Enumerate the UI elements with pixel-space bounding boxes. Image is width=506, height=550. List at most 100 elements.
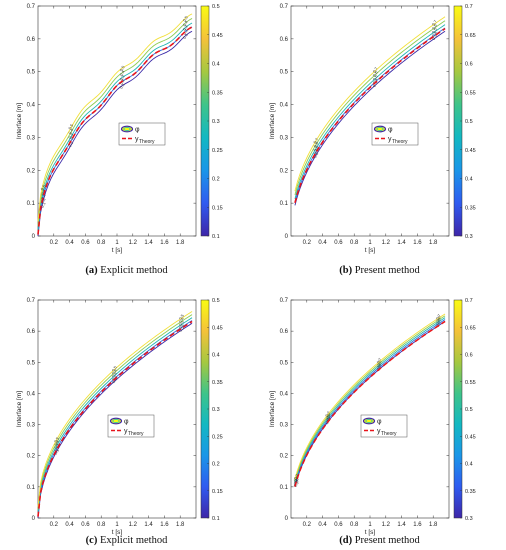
colorbar-tick-label: 0.5 <box>465 119 473 125</box>
legend-phi-label: φ <box>135 127 140 134</box>
contour-label: 0.1 <box>178 325 185 333</box>
x-tick-label: 1.8 <box>176 522 185 528</box>
contour-label: 0.2 <box>111 373 118 381</box>
colorbar-tick-label: 0.35 <box>212 90 223 96</box>
caption-c: (c) Explicit method <box>0 535 253 546</box>
x-tick-label: 0.6 <box>334 522 343 528</box>
legend-theory-label: y <box>135 136 139 143</box>
y-tick-label: 0.3 <box>280 423 289 429</box>
legend: φy Theory <box>371 122 419 146</box>
colorbar-tick-label: 0.5 <box>212 4 220 10</box>
y-axis-label: Interface [m] <box>16 103 23 139</box>
contour-line <box>37 13 193 222</box>
theory-line <box>37 26 193 235</box>
contour-label: 0.5 <box>324 413 331 421</box>
x-tick-label: 0.4 <box>65 240 74 246</box>
legend-phi-swatch-inner <box>365 419 373 423</box>
caption-d-text: Present method <box>352 535 420 546</box>
y-tick-label: 0.7 <box>27 298 36 304</box>
x-tick-label: 0.6 <box>81 522 90 528</box>
contour-line <box>37 22 193 231</box>
contour-label: 0.5 <box>182 14 189 22</box>
contour-label: 0.7 <box>431 18 438 26</box>
contour-label: 0.5 <box>111 364 118 372</box>
y-tick-label: 0.6 <box>280 329 289 335</box>
contour-label: 0.1 <box>53 447 60 455</box>
contour-label: 0.7 <box>312 136 319 144</box>
contour-label: 0.2 <box>178 322 185 330</box>
x-tick-label: 1 <box>368 240 372 246</box>
x-tick-label: 0.8 <box>350 240 359 246</box>
contour-label: 0.5 <box>292 476 299 484</box>
colorbar-tick-label: 0.7 <box>465 4 473 10</box>
x-tick-label: 1 <box>368 522 372 528</box>
legend-theory-label: y <box>377 428 381 435</box>
colorbar-tick-label: 0.25 <box>212 434 223 440</box>
y-axis-label: Interface [m] <box>16 391 23 427</box>
contour-label: 0.4 <box>111 367 118 375</box>
contour-line <box>294 315 446 482</box>
colorbar-tick-label: 0.5 <box>212 298 220 304</box>
x-axis-label: t [s] <box>365 529 376 536</box>
contour-line <box>37 322 193 519</box>
colorbar-tick-label: 0.35 <box>465 489 476 495</box>
y-tick-label: 0.4 <box>27 391 36 397</box>
contour-label: 0.3 <box>371 80 378 88</box>
y-tick-label: 0.3 <box>27 423 36 429</box>
x-tick-label: 1.6 <box>160 522 169 528</box>
x-tick-label: 0.6 <box>81 240 90 246</box>
contour-label: 0.1 <box>67 140 74 148</box>
x-tick-label: 0.8 <box>97 522 106 528</box>
legend-theory-sub: Theory <box>128 431 144 437</box>
contour-label: 0.1 <box>182 32 189 40</box>
plot-area <box>290 5 450 237</box>
colorbar-tick-label: 0.3 <box>212 407 220 413</box>
panel-b: 0 0.1 0.2 0.3 0.4 0.5 0.6 0.7 0.2 0.4 0.6 0.8 1 1.2 1.… <box>253 0 506 290</box>
colorbar-tick-label: 0.45 <box>465 148 476 154</box>
contour-line <box>37 317 193 513</box>
colorbar-tick-label: 0.35 <box>212 380 223 386</box>
y-tick-label: 0.4 <box>280 103 289 109</box>
y-tick-label: 0.4 <box>280 391 289 397</box>
legend-phi-label: φ <box>388 127 393 134</box>
colorbar-tick-label: 0.55 <box>465 90 476 96</box>
contour-label: 0.1 <box>39 201 46 209</box>
x-axis-label: t [s] <box>112 247 123 254</box>
y-tick-label: 0.4 <box>27 103 36 109</box>
colorbar-tick-label: 0.45 <box>212 325 223 331</box>
x-tick-label: 0.2 <box>303 522 312 528</box>
caption-a: (a) Explicit method <box>0 265 253 276</box>
colorbar-tick-label: 0.2 <box>212 462 220 468</box>
y-tick-label: 0.1 <box>280 485 289 491</box>
contour-label: 0.6 <box>371 69 378 77</box>
contour-label: 0.7 <box>292 473 299 481</box>
y-tick-label: 0.5 <box>280 360 289 366</box>
panel-c: 0 0.1 0.2 0.3 0.4 0.5 0.6 0.7 0.2 0.4 0.6 0.8 1 1.2 1.… <box>0 290 253 550</box>
contour-label: 0.5 <box>53 436 60 444</box>
contour-label: 0.6 <box>292 474 299 482</box>
colorbar-tick-label: 0.65 <box>465 325 476 331</box>
theory-line <box>37 320 193 517</box>
legend-theory-label: y <box>388 136 392 143</box>
colorbar-tick-label: 0.3 <box>465 516 473 522</box>
x-tick-label: 0.8 <box>97 240 106 246</box>
contour-label: 0.1 <box>118 82 125 90</box>
contour-line <box>294 30 446 206</box>
x-tick-label: 0.2 <box>50 240 59 246</box>
contour-label: 0.3 <box>182 24 189 32</box>
caption-c-letter: (c) <box>85 535 98 546</box>
y-tick-label: 0 <box>285 516 289 522</box>
y-tick-label: 0.3 <box>27 135 36 141</box>
contour-label: 0.4 <box>53 439 60 447</box>
legend-phi-swatch <box>120 125 134 133</box>
chart-d: 00.10.20.30.40.50.60.70.2 0.4 0.6 0.8 1 1.2 1.… <box>269 298 476 536</box>
x-tick-label: 1 <box>115 522 119 528</box>
plot-area <box>37 299 197 519</box>
contour-line <box>37 18 193 227</box>
theory-line <box>294 320 446 487</box>
colorbar-tick-label: 0.7 <box>465 298 473 304</box>
contour-label: 0.4 <box>39 188 46 196</box>
y-tick-label: 0.7 <box>27 4 36 10</box>
colorbar-tick-label: 0.3 <box>465 234 473 240</box>
contour-label: 0.6 <box>431 22 438 30</box>
